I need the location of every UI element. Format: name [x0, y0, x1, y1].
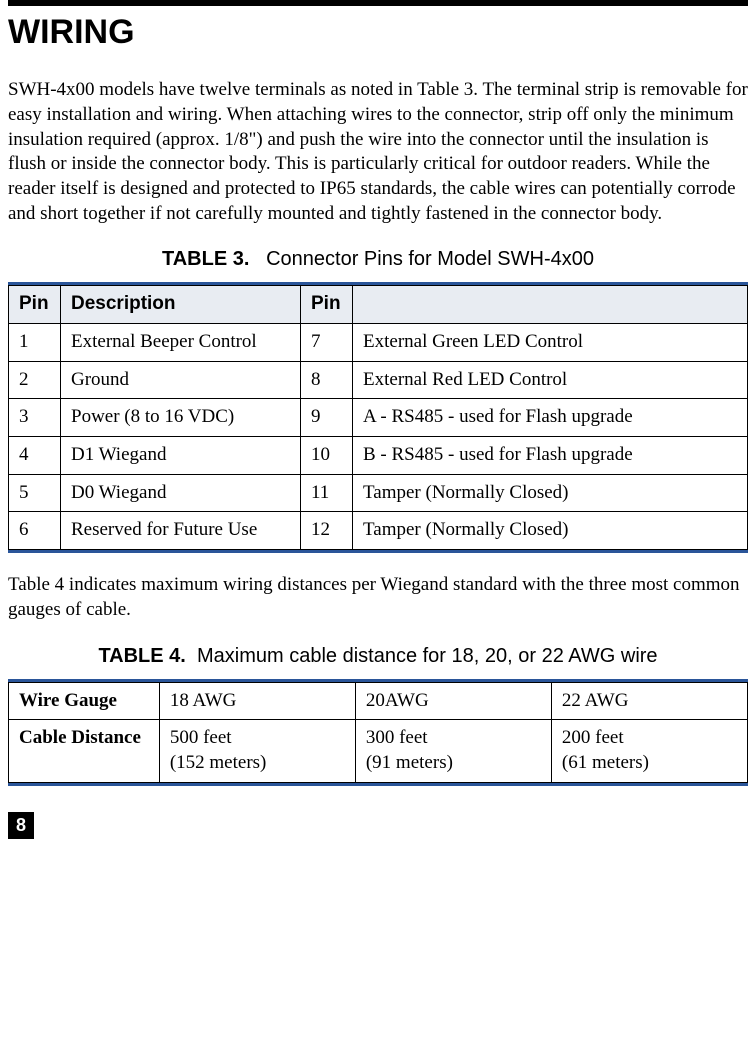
page-title: WIRING — [8, 10, 748, 54]
top-border-rule — [8, 0, 748, 6]
table4-cell: 300 feet (91 meters) — [355, 720, 551, 782]
table-row: Wire Gauge 18 AWG 20AWG 22 AWG — [9, 682, 748, 720]
mid-paragraph: Table 4 indicates maximum wiring distanc… — [8, 573, 748, 622]
table3-cell: 10 — [301, 437, 353, 475]
table3-header-row: Pin Description Pin — [9, 286, 748, 324]
table4-caption-label: TABLE 4. — [98, 645, 185, 667]
table3-cell: 9 — [301, 399, 353, 437]
table3-cell: 7 — [301, 324, 353, 362]
table4-row1-label: Wire Gauge — [9, 682, 160, 720]
table3-cell: 2 — [9, 361, 61, 399]
table3: Pin Description Pin 1 External Beeper Co… — [8, 285, 748, 550]
table4: Wire Gauge 18 AWG 20AWG 22 AWG Cable Dis… — [8, 682, 748, 783]
table3-cell: Ground — [61, 361, 301, 399]
table3-cell: D0 Wiegand — [61, 474, 301, 512]
table3-caption: TABLE 3. Connector Pins for Model SWH-4x… — [8, 246, 748, 272]
table-row: Cable Distance 500 feet (152 meters) 300… — [9, 720, 748, 782]
table3-cell: Reserved for Future Use — [61, 512, 301, 550]
table4-c2a: 300 feet — [366, 727, 428, 748]
table3-cell: B - RS485 - used for Flash upgrade — [353, 437, 748, 475]
table3-cell: 11 — [301, 474, 353, 512]
table3-cell: D1 Wiegand — [61, 437, 301, 475]
table4-c3b: (61 meters) — [562, 752, 649, 773]
page-number: 8 — [8, 812, 34, 839]
table3-cell: 8 — [301, 361, 353, 399]
table3-cell: 5 — [9, 474, 61, 512]
table4-c1a: 500 feet — [170, 727, 232, 748]
table4-bottom-rule — [8, 783, 748, 786]
table4-cell: 18 AWG — [159, 682, 355, 720]
table3-cell: 12 — [301, 512, 353, 550]
table3-header-blank — [353, 286, 748, 324]
table3-cell: 1 — [9, 324, 61, 362]
table4-caption: TABLE 4. Maximum cable distance for 18, … — [8, 643, 748, 669]
table4-cell: 200 feet (61 meters) — [551, 720, 747, 782]
table3-cell: Power (8 to 16 VDC) — [61, 399, 301, 437]
table4-caption-text: Maximum cable distance for 18, 20, or 22… — [197, 645, 658, 667]
table-row: 1 External Beeper Control 7 External Gre… — [9, 324, 748, 362]
table3-cell: 6 — [9, 512, 61, 550]
table4-cell: 22 AWG — [551, 682, 747, 720]
intro-paragraph: SWH-4x00 models have twelve terminals as… — [8, 78, 748, 226]
table-row: 4 D1 Wiegand 10 B - RS485 - used for Fla… — [9, 437, 748, 475]
table4-c1b: (152 meters) — [170, 752, 267, 773]
table3-header-desc: Description — [61, 286, 301, 324]
page-footer: 8 — [8, 812, 748, 839]
table-row: 2 Ground 8 External Red LED Control — [9, 361, 748, 399]
table4-c3a: 200 feet — [562, 727, 624, 748]
table3-cell: A - RS485 - used for Flash upgrade — [353, 399, 748, 437]
table3-cell: External Red LED Control — [353, 361, 748, 399]
table3-cell: Tamper (Normally Closed) — [353, 512, 748, 550]
table3-cell: Tamper (Normally Closed) — [353, 474, 748, 512]
table3-cell: 3 — [9, 399, 61, 437]
table3-header-pin2: Pin — [301, 286, 353, 324]
table4-row2-label: Cable Distance — [9, 720, 160, 782]
table3-bottom-rule — [8, 550, 748, 553]
table3-cell: External Beeper Control — [61, 324, 301, 362]
table3-caption-label: TABLE 3. — [162, 248, 249, 270]
table3-cell: 4 — [9, 437, 61, 475]
table-row: 5 D0 Wiegand 11 Tamper (Normally Closed) — [9, 474, 748, 512]
table-row: 6 Reserved for Future Use 12 Tamper (Nor… — [9, 512, 748, 550]
table3-header-pin: Pin — [9, 286, 61, 324]
table-row: 3 Power (8 to 16 VDC) 9 A - RS485 - used… — [9, 399, 748, 437]
table3-caption-text: Connector Pins for Model SWH-4x00 — [266, 248, 594, 270]
table4-cell: 20AWG — [355, 682, 551, 720]
table4-cell: 500 feet (152 meters) — [159, 720, 355, 782]
table3-cell: External Green LED Control — [353, 324, 748, 362]
table4-c2b: (91 meters) — [366, 752, 453, 773]
